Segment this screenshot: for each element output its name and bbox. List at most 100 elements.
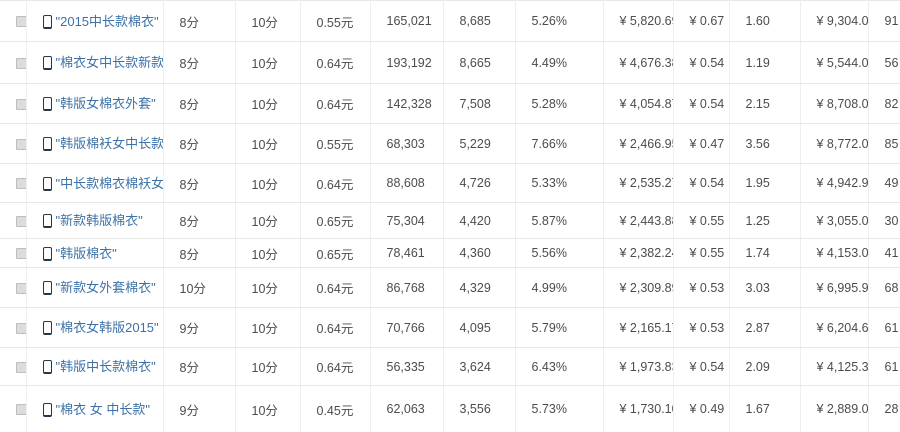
cell-clicks: 4,726 (443, 163, 516, 203)
table-row: "棉衣女韩版2015" 9分 10分 0.64元 70,766 4,095 5.79% ¥ 2… (0, 307, 900, 348)
row-checkbox[interactable] (16, 404, 25, 416)
cell-impressions: 142,328 (370, 83, 444, 124)
cell-checkbox (0, 202, 27, 239)
cell-clicks: 7,508 (443, 83, 516, 124)
row-checkbox[interactable] (16, 215, 25, 227)
cell-avg_ppc: ¥ 0.47 (673, 123, 730, 164)
cell-ppc: 0.64元 (300, 163, 371, 203)
mobile-device-icon (42, 97, 52, 111)
table-row: "韩版棉衣" 8分 10分 0.65元 78,461 4,360 5.56% ¥ 2,382.… (0, 238, 900, 268)
cell-avg_ppc: ¥ 0.53 (673, 307, 730, 348)
keyword-link[interactable]: "韩版棉衣" (55, 245, 117, 261)
cell-cost: ¥ 2,309.89 (603, 267, 674, 308)
cell-orders: 68 (868, 267, 900, 308)
cell-score2: 10分 (235, 238, 301, 268)
cell-clicks: 8,665 (443, 41, 516, 84)
cell-checkbox (0, 267, 27, 308)
cell-impressions: 86,768 (370, 267, 444, 308)
cell-turnover: ¥ 4,153.00 (800, 238, 869, 268)
cell-turnover: ¥ 4,942.99 (800, 163, 869, 203)
row-checkbox[interactable] (16, 138, 25, 150)
cell-cost: ¥ 2,443.88 (603, 202, 674, 239)
table-row: "棉衣 女 中长款" 9分 10分 0.45元 62,063 3,556 5.73% ¥ 1,… (0, 385, 900, 432)
cell-score1: 8分 (163, 163, 236, 203)
keyword-link[interactable]: "韩版棉袄女中长款" (55, 136, 163, 151)
cell-checkbox (0, 83, 27, 124)
cell-turnover: ¥ 9,304.00 (800, 0, 869, 42)
cell-avg_ppc: ¥ 0.54 (673, 347, 730, 386)
cell-checkbox (0, 123, 27, 164)
cell-keyword: "新款女外套棉衣" (26, 267, 164, 308)
cell-cost: ¥ 4,676.38 (603, 41, 674, 84)
cell-score1: 10分 (163, 267, 236, 308)
cell-clicks: 4,420 (443, 202, 516, 239)
cell-avg_ppc: ¥ 0.67 (673, 0, 730, 42)
cell-checkbox (0, 385, 27, 432)
cell-cost: ¥ 2,382.24 (603, 238, 674, 268)
keyword-link[interactable]: "2015中长款棉衣" (55, 13, 159, 29)
cell-ppc: 0.55元 (300, 123, 371, 164)
cell-score2: 10分 (235, 123, 301, 164)
row-checkbox[interactable] (16, 16, 25, 28)
cell-orders: 56 (868, 41, 900, 84)
cell-keyword: "棉衣女韩版2015" (26, 307, 164, 348)
row-checkbox[interactable] (16, 282, 25, 294)
cell-cost: ¥ 2,165.17 (603, 307, 674, 348)
keyword-link[interactable]: "韩版中长款棉衣" (55, 359, 156, 374)
cell-checkbox (0, 0, 27, 42)
cell-impressions: 165,021 (370, 0, 444, 42)
cell-turnover: ¥ 5,544.00 (800, 41, 869, 84)
cell-ctr: 5.33% (515, 163, 604, 203)
cell-score2: 10分 (235, 202, 301, 239)
cell-score1: 9分 (163, 385, 236, 432)
cell-ctr: 4.49% (515, 41, 604, 84)
cell-ctr: 5.87% (515, 202, 604, 239)
row-checkbox[interactable] (16, 57, 25, 69)
cell-cost: ¥ 1,973.83 (603, 347, 674, 386)
row-checkbox[interactable] (16, 178, 25, 190)
cell-roi: 1.60 (729, 0, 801, 42)
row-checkbox[interactable] (16, 248, 25, 260)
cell-roi: 3.03 (729, 267, 801, 308)
cell-keyword: "韩版棉衣" (26, 238, 164, 268)
cell-score2: 10分 (235, 163, 301, 203)
cell-impressions: 78,461 (370, 238, 444, 268)
cell-avg_ppc: ¥ 0.55 (673, 202, 730, 239)
cell-orders: 91 (868, 0, 900, 42)
mobile-device-icon (42, 176, 52, 191)
cell-cost: ¥ 2,466.95 (603, 123, 674, 164)
cell-score2: 10分 (235, 41, 301, 84)
cell-checkbox (0, 347, 27, 386)
cell-score2: 10分 (235, 267, 301, 308)
cell-orders: 49 (868, 163, 900, 203)
cell-avg_ppc: ¥ 0.53 (673, 267, 730, 308)
keyword-link[interactable]: "棉衣 女 中长款" (55, 401, 150, 417)
cell-turnover: ¥ 3,055.00 (800, 202, 869, 239)
keyword-link[interactable]: "中长款棉衣棉袄女" (55, 175, 163, 191)
cell-keyword: "韩版棉袄女中长款" (26, 123, 164, 164)
cell-score1: 8分 (163, 41, 236, 84)
cell-ctr: 5.73% (515, 385, 604, 432)
keyword-link[interactable]: "新款韩版棉衣" (55, 213, 143, 228)
cell-keyword: "棉衣 女 中长款" (26, 385, 164, 432)
keyword-link[interactable]: "新款女外套棉衣" (55, 280, 156, 295)
cell-score2: 10分 (235, 307, 301, 348)
keyword-link[interactable]: "韩版女棉衣外套" (55, 96, 156, 111)
table-row: "新款女外套棉衣" 10分 10分 0.64元 86,768 4,329 4.99% ¥ 2,… (0, 267, 900, 308)
cell-score1: 8分 (163, 83, 236, 124)
row-checkbox[interactable] (16, 98, 25, 110)
table-row: "新款韩版棉衣" 8分 10分 0.65元 75,304 4,420 5.87% ¥ 2,44… (0, 202, 900, 239)
row-checkbox[interactable] (16, 361, 25, 373)
cell-turnover: ¥ 8,772.00 (800, 123, 869, 164)
cell-cost: ¥ 4,054.87 (603, 83, 674, 124)
cell-roi: 1.95 (729, 163, 801, 203)
table-row: "中长款棉衣棉袄女" 8分 10分 0.64元 88,608 4,726 5.33% ¥ 2,… (0, 163, 900, 203)
cell-roi: 2.09 (729, 347, 801, 386)
cell-clicks: 3,624 (443, 347, 516, 386)
keyword-link[interactable]: "棉衣女中长款新款" (55, 55, 163, 70)
keyword-link[interactable]: "棉衣女韩版2015" (55, 320, 159, 335)
row-checkbox[interactable] (16, 322, 25, 334)
cell-ctr: 5.56% (515, 238, 604, 268)
cell-cost: ¥ 2,535.27 (603, 163, 674, 203)
